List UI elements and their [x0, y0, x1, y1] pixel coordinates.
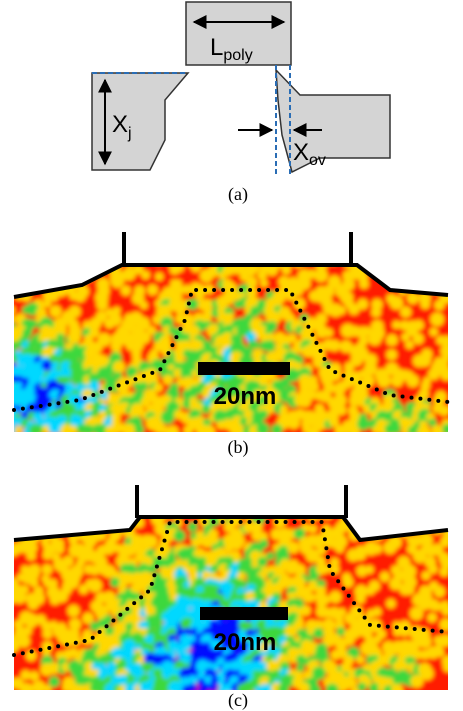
source [92, 73, 188, 170]
symbol: L [210, 34, 223, 61]
texture [4, 254, 455, 439]
subscript: poly [223, 47, 252, 64]
symbol: X [293, 139, 309, 166]
panel-label: (b) [228, 437, 249, 458]
panel-label: (a) [228, 184, 248, 205]
subscript: ov [309, 152, 326, 169]
colormap [4, 254, 455, 439]
figure: Lpoly Xj Xov (a) 20nm (b) 20nm (c) [0, 0, 463, 711]
map-c: 20nm (c) [5, 485, 455, 711]
scale-bar [198, 362, 290, 375]
scale-bar-label: 20nm [214, 629, 277, 656]
map-b: 20nm (b) [4, 232, 455, 458]
scale-bar [200, 607, 288, 620]
panel-label: (c) [228, 690, 248, 711]
schematic: Lpoly Xj Xov (a) [92, 2, 390, 205]
symbol: X [112, 111, 128, 138]
scale-bar-label: 20nm [214, 383, 277, 410]
subscript: j [127, 125, 132, 142]
